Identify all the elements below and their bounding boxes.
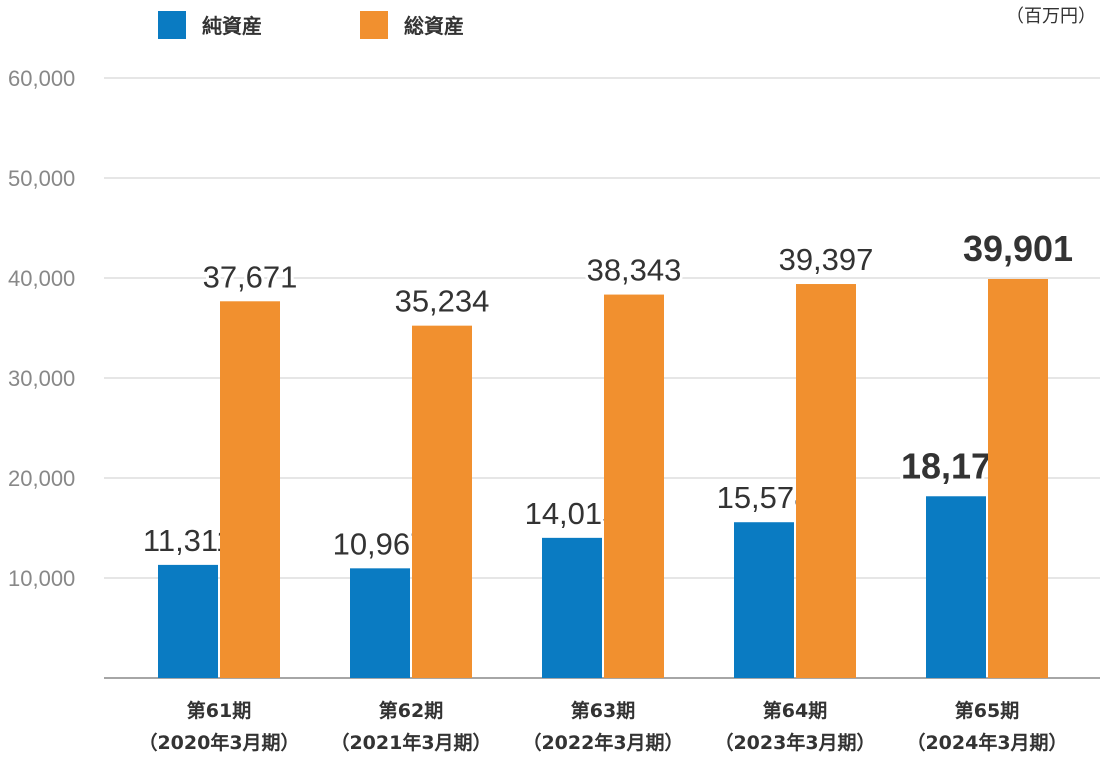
x-tick-sublabel: （2023年3月期） bbox=[714, 731, 875, 754]
bar-net-assets bbox=[926, 496, 986, 678]
x-tick-label: 第64期 bbox=[763, 699, 827, 722]
data-label: 37,671 bbox=[203, 259, 298, 294]
legend-swatch bbox=[158, 11, 186, 39]
x-tick-label: 第65期 bbox=[955, 699, 1019, 722]
x-tick-label: 第62期 bbox=[379, 699, 443, 722]
data-label: 11,311 bbox=[143, 523, 233, 558]
legend-swatch bbox=[360, 11, 388, 39]
bar-total-assets bbox=[412, 325, 472, 678]
bar-net-assets bbox=[734, 522, 794, 678]
legend-label: 総資産 bbox=[404, 14, 464, 38]
bar-total-assets bbox=[796, 284, 856, 678]
y-tick-label: 30,000 bbox=[8, 366, 75, 391]
x-tick-sublabel: （2022年3月期） bbox=[522, 731, 683, 754]
y-tick-label: 20,000 bbox=[8, 466, 75, 491]
x-tick-sublabel: （2021年3月期） bbox=[330, 731, 491, 754]
bar-total-assets bbox=[604, 294, 664, 678]
data-label: 38,343 bbox=[587, 253, 682, 288]
data-label: 39,397 bbox=[779, 242, 874, 277]
bar-net-assets bbox=[158, 564, 218, 678]
y-tick-label: 50,000 bbox=[8, 166, 75, 191]
data-label: 39,901 bbox=[963, 228, 1073, 269]
y-tick-label: 60,000 bbox=[8, 66, 75, 91]
x-tick-label: 第63期 bbox=[571, 699, 635, 722]
x-tick-label: 第61期 bbox=[187, 699, 251, 722]
bar-total-assets bbox=[988, 278, 1048, 678]
bar-total-assets bbox=[220, 301, 280, 678]
legend-label: 純資産 bbox=[202, 14, 262, 38]
data-label: 35,234 bbox=[395, 284, 490, 319]
bar-net-assets bbox=[542, 537, 602, 678]
y-tick-label: 40,000 bbox=[8, 266, 75, 291]
x-tick-sublabel: （2024年3月期） bbox=[906, 731, 1067, 754]
bar-net-assets bbox=[350, 568, 410, 678]
unit-label: （百万円） bbox=[1006, 6, 1096, 27]
y-tick-label: 10,000 bbox=[8, 566, 75, 591]
x-tick-sublabel: （2020年3月期） bbox=[138, 731, 299, 754]
